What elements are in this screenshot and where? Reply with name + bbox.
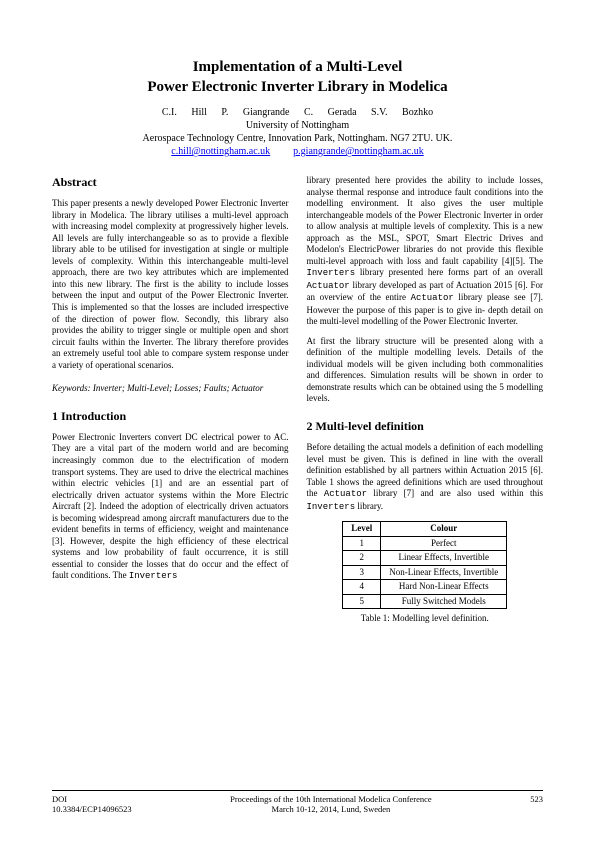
mono-actuator-1: Actuator xyxy=(307,281,350,291)
table-header-level: Level xyxy=(343,522,381,537)
footer-doi: DOI 10.3384/ECP14096523 xyxy=(52,794,132,814)
intro-para-1-right: library presented here provides the abil… xyxy=(307,175,544,328)
section-1-heading: 1 Introduction xyxy=(52,409,289,424)
table-row: 2Linear Effects, Invertible xyxy=(343,551,507,566)
section-2-heading: 2 Multi-level definition xyxy=(307,419,544,434)
table-row: 5Fully Switched Models xyxy=(343,594,507,609)
mono-inverters-2: Inverters xyxy=(307,268,356,278)
intro-text-1c: library presented here forms part of an … xyxy=(355,267,543,277)
mono-actuator-3: Actuator xyxy=(324,489,367,499)
table-cell: Perfect xyxy=(381,536,507,551)
sec2-text-1b: library [7] and are also used within thi… xyxy=(367,488,543,498)
keywords: Keywords: Inverter; Multi-Level; Losses;… xyxy=(52,383,289,395)
title-line-2: Power Electronic Inverter Library in Mod… xyxy=(52,78,543,98)
table-row: 4Hard Non-Linear Effects xyxy=(343,580,507,595)
table-header-colour: Colour xyxy=(381,522,507,537)
page-footer: DOI 10.3384/ECP14096523 Proceedings of t… xyxy=(52,790,543,814)
table-cell: 3 xyxy=(343,565,381,580)
proc-line-1: Proceedings of the 10th International Mo… xyxy=(230,794,432,804)
doi-value: 10.3384/ECP14096523 xyxy=(52,804,132,814)
table-row: 1Perfect xyxy=(343,536,507,551)
intro-text-1a: Power Electronic Inverters convert DC el… xyxy=(52,432,289,580)
footer-page-number: 523 xyxy=(530,794,543,804)
emails-line: c.hill@nottingham.ac.uk p.giangrande@not… xyxy=(52,146,543,157)
affiliation-university: University of Nottingham xyxy=(52,120,543,131)
footer-proceedings: Proceedings of the 10th International Mo… xyxy=(132,794,531,814)
table-header-row: Level Colour xyxy=(343,522,507,537)
two-column-body: Abstract This paper presents a newly dev… xyxy=(52,175,543,625)
intro-para-1-left: Power Electronic Inverters convert DC el… xyxy=(52,432,289,583)
intro-para-2: At first the library structure will be p… xyxy=(307,336,544,405)
abstract-heading: Abstract xyxy=(52,175,289,190)
title-line-1: Implementation of a Multi-Level xyxy=(52,58,543,78)
mono-inverters-1: Inverters xyxy=(129,571,178,581)
table-cell: 2 xyxy=(343,551,381,566)
table-caption: Table 1: Modelling level definition. xyxy=(307,613,544,625)
levels-table: Level Colour 1Perfect 2Linear Effects, I… xyxy=(342,521,507,609)
table-cell: Non-Linear Effects, Invertible xyxy=(381,565,507,580)
table-cell: Linear Effects, Invertible xyxy=(381,551,507,566)
sec2-text-1c: library. xyxy=(355,501,383,511)
email-link-1[interactable]: c.hill@nottingham.ac.uk xyxy=(171,146,270,157)
title-block: Implementation of a Multi-Level Power El… xyxy=(52,58,543,157)
table-cell: 5 xyxy=(343,594,381,609)
abstract-text: This paper presents a newly developed Po… xyxy=(52,198,289,371)
sec2-para-1: Before detailing the actual models a def… xyxy=(307,442,544,513)
table-cell: 1 xyxy=(343,536,381,551)
right-column: library presented here provides the abil… xyxy=(307,175,544,625)
email-link-2[interactable]: p.giangrande@nottingham.ac.uk xyxy=(293,146,424,157)
proc-line-2: March 10-12, 2014, Lund, Sweden xyxy=(272,804,391,814)
mono-actuator-2: Actuator xyxy=(411,293,454,303)
left-column: Abstract This paper presents a newly dev… xyxy=(52,175,289,625)
authors-line: C.I. Hill P. Giangrande C. Gerada S.V. B… xyxy=(52,107,543,118)
table-cell: Fully Switched Models xyxy=(381,594,507,609)
table-cell: Hard Non-Linear Effects xyxy=(381,580,507,595)
table-row: 3Non-Linear Effects, Invertible xyxy=(343,565,507,580)
affiliation-address: Aerospace Technology Centre, Innovation … xyxy=(52,133,543,144)
doi-label: DOI xyxy=(52,794,67,804)
table-cell: 4 xyxy=(343,580,381,595)
mono-inverters-3: Inverters xyxy=(307,502,356,512)
intro-text-1b: library presented here provides the abil… xyxy=(307,175,544,266)
